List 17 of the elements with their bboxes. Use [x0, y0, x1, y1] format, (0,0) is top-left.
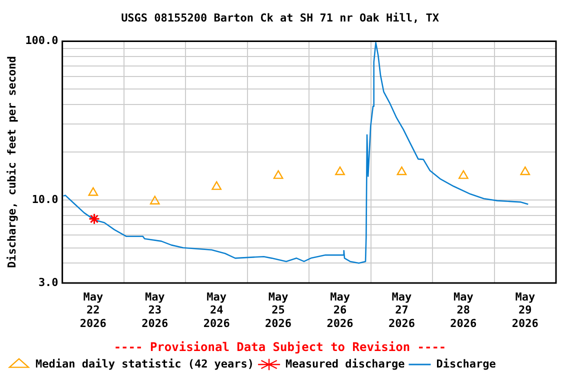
legend-label: Median daily statistic (42 years) — [36, 357, 254, 370]
x-tick-label: May 28 2026 — [450, 290, 478, 330]
y-axis-title: Discharge, cubic feet per second — [5, 56, 18, 268]
legend-label: Discharge — [436, 357, 496, 370]
x-tick-label: May 29 2026 — [512, 290, 539, 330]
x-tick-label: May 23 2026 — [142, 290, 168, 330]
legend-label: Measured discharge — [286, 357, 406, 370]
x-tick-label: May 26 2026 — [326, 290, 354, 330]
chart-title: USGS 08155200 Barton Ck at SH 71 nr Oak Hill, TX — [121, 11, 440, 24]
text: ---- Provisional Data Subject to Revision ---- — [114, 340, 446, 354]
y-tick-label: 100.0 — [25, 34, 58, 48]
y-tick-label: 3.0 — [38, 276, 58, 289]
x-tick-label: May 24 2026 — [203, 290, 230, 330]
x-tick-label: May 27 2026 — [388, 290, 416, 330]
x-tick-label: May 25 2026 — [265, 290, 292, 330]
x-tick-label: May 22 2026 — [80, 290, 107, 330]
y-tick-label: 10.0 — [32, 192, 58, 206]
